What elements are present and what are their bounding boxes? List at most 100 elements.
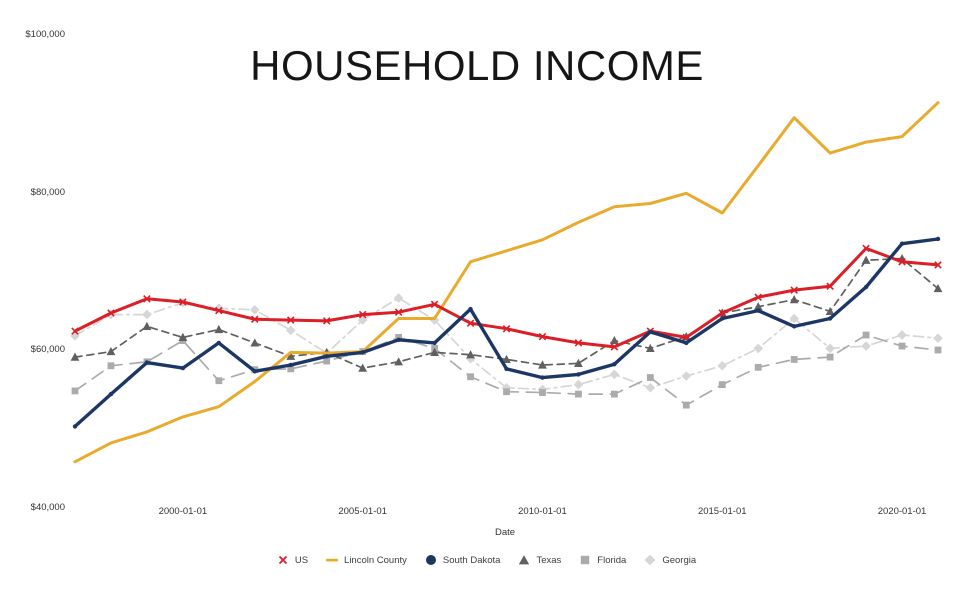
series-georgia (70, 293, 943, 395)
marker-diamond-icon (717, 360, 728, 371)
marker-triangle-icon (394, 357, 404, 366)
marker-diamond-icon (249, 305, 260, 315)
marker-triangle-icon (538, 360, 547, 369)
chart-title: HOUSEHOLD INCOME (250, 42, 704, 89)
marker-square-icon (71, 387, 79, 395)
marker-square-icon (826, 353, 834, 361)
marker-square-icon (898, 342, 906, 350)
marker-square-icon (646, 374, 654, 381)
legend-label: US (294, 554, 309, 566)
legend-marker-square-icon (581, 555, 590, 565)
legend-marker-triangle-icon (519, 555, 530, 565)
marker-x-icon (754, 293, 762, 302)
marker-diamond-icon (933, 333, 943, 343)
marker-circle-icon (756, 308, 761, 313)
marker-circle-icon (684, 340, 689, 346)
marker-x-icon (215, 306, 223, 315)
marker-x-icon (430, 300, 439, 309)
marker-x-icon (934, 261, 942, 269)
marker-triangle-icon (106, 346, 116, 356)
legend-item-lincoln-county[interactable]: Lincoln County (325, 554, 407, 566)
marker-circle-icon (180, 365, 186, 371)
marker-diamond-icon (645, 383, 656, 393)
legend-item-georgia[interactable]: Georgia (643, 554, 696, 566)
marker-circle-icon (540, 375, 545, 380)
legend-item-us[interactable]: US (276, 554, 308, 566)
marker-triangle-icon (574, 358, 583, 367)
marker-triangle-icon (825, 306, 835, 316)
marker-triangle-icon (933, 283, 943, 293)
marker-square-icon (215, 377, 223, 385)
marker-x-icon (898, 258, 906, 266)
marker-square-icon (682, 401, 690, 409)
x-tick-label: 2000-01-01 (158, 506, 208, 517)
marker-triangle-icon (250, 338, 260, 347)
marker-triangle-icon (142, 321, 152, 330)
marker-x-icon (610, 343, 619, 351)
marker-circle-icon (720, 316, 725, 321)
marker-x-icon (502, 324, 511, 333)
marker-circle-icon (360, 350, 365, 355)
marker-diamond-icon (70, 331, 80, 341)
marker-circle-icon (648, 329, 653, 335)
marker-diamond-icon (357, 315, 368, 325)
marker-square-icon (575, 390, 582, 398)
series-line-lincoln-county (73, 101, 940, 464)
marker-triangle-icon (430, 347, 439, 356)
marker-triangle-icon (466, 350, 475, 359)
marker-x-icon (718, 309, 727, 317)
marker-x-icon (322, 317, 331, 325)
marker-circle-icon (504, 366, 509, 372)
marker-triangle-icon (789, 295, 799, 304)
marker-x-icon (71, 327, 79, 335)
legend-item-south-dakota[interactable]: South Dakota (424, 554, 501, 566)
legend-label: Florida (597, 554, 627, 566)
marker-x-icon (251, 315, 259, 324)
marker-triangle-icon (609, 335, 619, 345)
marker-diamond-icon (429, 315, 440, 325)
marker-diamond-icon (789, 313, 799, 324)
marker-x-icon (286, 316, 295, 324)
marker-x-icon (538, 332, 547, 341)
x-tick-label: 2005-01-01 (338, 506, 387, 517)
marker-diamond-icon (681, 371, 692, 381)
marker-diamond-icon (501, 383, 512, 393)
marker-square-icon (610, 390, 618, 398)
x-axis-title: Date (494, 527, 516, 538)
legend-item-texas[interactable]: Texas (517, 554, 561, 566)
marker-diamond-icon (609, 369, 620, 380)
marker-square-icon (395, 334, 403, 341)
marker-circle-icon (791, 324, 797, 329)
marker-triangle-icon (70, 352, 80, 361)
marker-x-icon (466, 319, 475, 327)
marker-circle-icon (935, 236, 941, 242)
legend-marker-diamond-icon (644, 554, 656, 566)
x-tick-label: 2015-01-01 (697, 506, 747, 517)
marker-triangle-icon (358, 363, 368, 372)
marker-diamond-icon (285, 325, 296, 336)
series-line-us (73, 246, 940, 349)
series-line-south-dakota (73, 237, 940, 429)
legend-marker-line-icon (326, 558, 339, 562)
marker-square-icon (287, 365, 295, 373)
marker-triangle-icon (645, 343, 655, 353)
marker-square-icon (107, 362, 115, 370)
marker-x-icon (826, 282, 834, 290)
marker-diamond-icon (753, 343, 764, 354)
marker-diamond-icon (142, 309, 152, 320)
legend-item-florida[interactable]: Florida (578, 554, 626, 566)
marker-circle-icon (252, 369, 257, 374)
marker-x-icon (179, 298, 187, 306)
x-tick-label: 2020-01-01 (877, 506, 927, 517)
marker-square-icon (934, 346, 942, 354)
series-lincoln-county (73, 101, 940, 464)
marker-circle-icon (612, 361, 617, 367)
marker-circle-icon (288, 362, 293, 368)
legend-label: South Dakota (442, 554, 501, 566)
marker-square-icon (790, 356, 798, 363)
marker-diamond-icon (393, 293, 404, 303)
marker-triangle-icon (861, 255, 871, 264)
legend-label: Georgia (662, 554, 697, 566)
